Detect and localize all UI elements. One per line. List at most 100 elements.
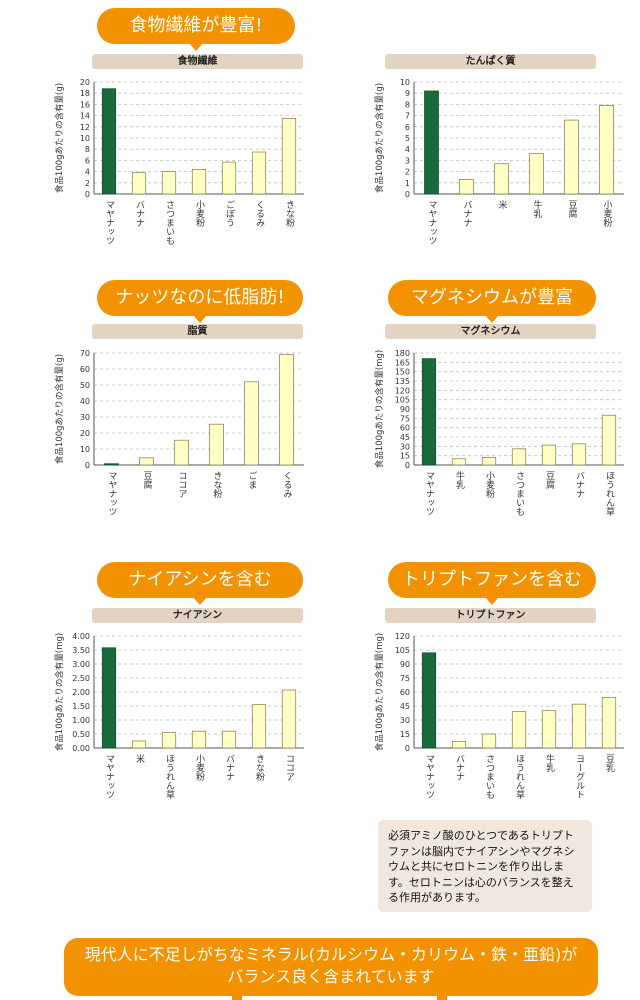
bar — [279, 354, 294, 466]
y-tick-label: 4 — [85, 168, 90, 177]
y-axis-label: 食品100gあたりの含有量(g) — [374, 83, 385, 193]
bar — [421, 358, 437, 466]
footer-line-2: バランス良く含まれています — [227, 967, 435, 986]
x-tick-label: くるみ — [254, 200, 265, 227]
bar — [601, 414, 617, 466]
bar — [451, 741, 467, 749]
y-tick-label: 2 — [85, 179, 90, 188]
x-tick-label: ほうれん草 — [164, 754, 175, 800]
headline-bubble: ナッツなのに低脂肪! — [97, 280, 303, 323]
x-tick-label: 小麦粉 — [484, 471, 495, 499]
y-tick-label: 6 — [405, 123, 410, 132]
chart-title-band: 食物繊維 — [92, 54, 303, 69]
x-tick-label: バナナ — [454, 754, 465, 781]
x-tick-label: 豆乳 — [604, 754, 615, 772]
y-tick-label: 0 — [405, 190, 410, 199]
y-tick-label: 4.00 — [72, 632, 90, 641]
y-tick-label: 0.00 — [72, 744, 90, 753]
y-tick-label: 2.00 — [72, 688, 90, 697]
y-tick-label: 60 — [400, 688, 410, 697]
chart-title-band: ナイアシン — [92, 608, 303, 623]
y-tick-label: 12 — [80, 123, 90, 132]
bar — [104, 463, 119, 466]
bar — [161, 732, 177, 749]
y-axis-label: 食品100gあたりの含有量(mg) — [54, 633, 65, 751]
y-tick-label: 165 — [395, 358, 410, 367]
x-tick-label: くるみ — [282, 471, 293, 498]
bar — [599, 105, 614, 195]
x-tick-label: バナナ — [462, 200, 473, 227]
x-tick-label: ココア — [177, 471, 187, 498]
bar — [494, 163, 509, 195]
chart-panel-protein: たんぱく質 0 1 2 3 4 5 6 7 8 9 10 食品100gあたりの含有量(g) マヤナッツ バ… — [320, 0, 640, 290]
bar-chart: 0.00 0.50 1.00 1.50 2.00 2.50 3.00 3.50 4.00 食品10… — [54, 632, 304, 800]
y-tick-label: 9 — [405, 89, 410, 98]
y-tick-label: 18 — [80, 89, 90, 98]
bar-chart: 0 15 30 45 60 75 90 105 120 食品100gあたりの含有量(mg) マヤナッ… — [374, 632, 624, 800]
x-tick-label: さつまいも — [484, 754, 495, 799]
bar — [131, 172, 147, 195]
y-tick-label: 45 — [400, 433, 410, 442]
y-tick-label: 60 — [80, 365, 90, 374]
y-tick-label: 0 — [85, 461, 90, 470]
x-tick-label: 米 — [134, 753, 145, 764]
x-tick-label: バナナ — [224, 754, 235, 781]
y-tick-label: 75 — [400, 414, 410, 423]
bar — [571, 703, 587, 749]
headline-bubble: ナイアシンを含む — [97, 562, 303, 605]
bar — [209, 423, 224, 466]
y-tick-label: 105 — [395, 646, 410, 655]
y-tick-label: 1.00 — [72, 716, 90, 725]
y-tick-label: 30 — [80, 413, 90, 422]
y-tick-label: 20 — [80, 429, 90, 438]
bar — [191, 169, 207, 195]
bar — [161, 171, 177, 195]
chart-panel-magnesium: マグネシウムが豊富 マグネシウム 0 15 30 45 60 75 90 105 120 135 1… — [320, 280, 640, 570]
bar — [601, 697, 617, 749]
x-tick-label: マヤナッツ — [104, 200, 115, 245]
y-tick-label: 90 — [400, 660, 410, 669]
bar — [564, 119, 579, 195]
x-tick-label: きな粉 — [254, 754, 265, 782]
chart-panel-fat: ナッツなのに低脂肪! 脂質 0 10 20 30 40 50 60 70 食品100gあたりの含… — [0, 280, 320, 570]
y-tick-label: 6 — [85, 156, 90, 165]
bar — [251, 704, 267, 749]
tryptophan-note: 必須アミノ酸のひとつであるトリプトファンは脳内でナイアシンやマグネシウムと共にセ… — [378, 820, 592, 912]
y-tick-label: 60 — [400, 424, 410, 433]
y-tick-label: 90 — [400, 405, 410, 414]
y-tick-label: 3 — [405, 156, 410, 165]
y-tick-label: 70 — [80, 349, 90, 358]
bar — [541, 710, 557, 749]
x-tick-label: ヨーグルト — [574, 754, 585, 799]
x-tick-label: 牛乳 — [544, 753, 555, 772]
footer-line-1: 現代人に不足しがちなミネラル(カルシウム・カリウム・鉄・亜鉛)が — [84, 945, 578, 964]
y-tick-label: 120 — [395, 386, 410, 395]
x-tick-label: きな粉 — [212, 471, 223, 499]
bar — [421, 652, 437, 749]
y-tick-label: 14 — [80, 112, 90, 121]
y-axis-label: 食品100gあたりの含有量(g) — [54, 354, 65, 464]
x-tick-label: 牛乳 — [454, 470, 465, 489]
x-tick-label: バナナ — [574, 471, 585, 498]
y-tick-label: 1 — [405, 179, 410, 188]
x-tick-label: ごぼう — [224, 199, 235, 227]
y-tick-label: 1.50 — [72, 702, 90, 711]
chart-title-band: たんぱく質 — [385, 54, 596, 69]
footer-banner: 現代人に不足しがちなミネラル(カルシウム・カリウム・鉄・亜鉛)が バランス良く含… — [64, 938, 598, 996]
bar — [251, 151, 267, 195]
bar — [139, 457, 154, 466]
bar-chart: 0 2 4 6 8 10 12 14 16 18 20 食品100gあたりの含有量(g) マヤナッツ バナ… — [54, 78, 304, 245]
y-tick-label: 105 — [395, 396, 410, 405]
y-tick-label: 0.50 — [72, 730, 90, 739]
bar — [511, 448, 527, 466]
y-tick-label: 4 — [405, 145, 410, 154]
x-tick-label: 牛乳 — [532, 199, 543, 218]
y-tick-label: 3.50 — [72, 646, 90, 655]
y-tick-label: 10 — [80, 445, 90, 454]
x-tick-label: 豆腐 — [544, 471, 555, 490]
y-tick-label: 3.00 — [72, 660, 90, 669]
y-tick-label: 40 — [80, 397, 90, 406]
chart-title-band: 脂質 — [92, 324, 303, 339]
bar — [131, 740, 147, 749]
y-axis-label: 食品100gあたりの含有量(g) — [54, 83, 65, 193]
